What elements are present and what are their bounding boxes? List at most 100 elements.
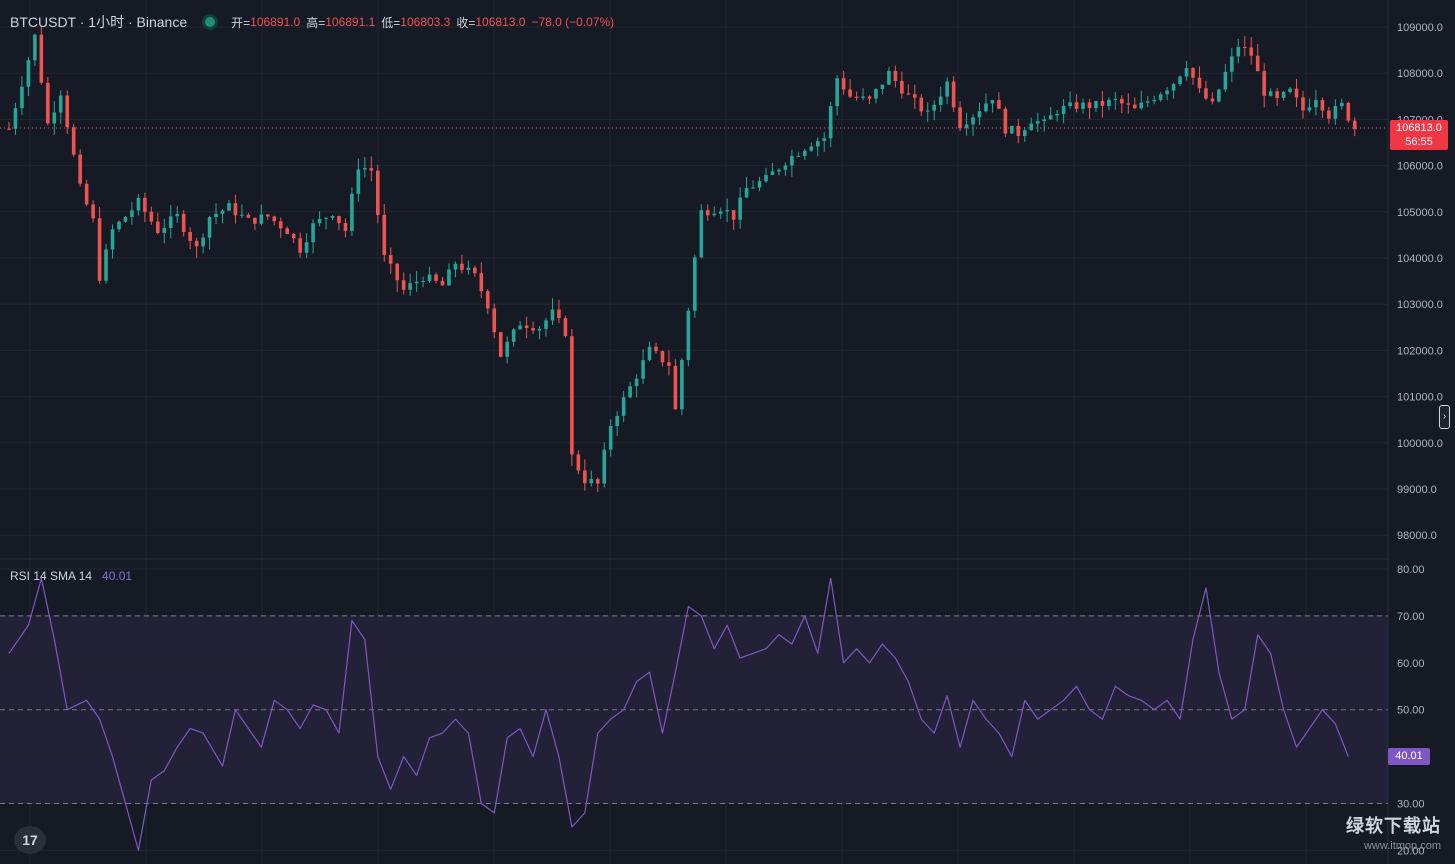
- candle-body: [1314, 100, 1318, 108]
- candle-body: [363, 167, 367, 170]
- candle-body: [65, 95, 70, 128]
- candle: [39, 26, 44, 85]
- candle-body: [214, 213, 218, 218]
- candle: [188, 227, 192, 250]
- candle: [1223, 63, 1228, 92]
- chevron-right-icon[interactable]: ›: [1439, 405, 1450, 429]
- price-tick-label: 103000.0: [1397, 299, 1443, 311]
- market-status-icon[interactable]: [205, 17, 216, 27]
- tradingview-logo-icon[interactable]: 17: [14, 826, 46, 854]
- candle: [207, 215, 212, 250]
- candle-body: [1249, 47, 1254, 56]
- candle-body: [1022, 130, 1027, 137]
- candle-body: [317, 218, 322, 224]
- candle-body: [615, 415, 619, 426]
- candle: [498, 331, 503, 358]
- rsi-title[interactable]: RSI 14 SMA 14: [10, 569, 93, 583]
- candle-body: [563, 318, 568, 337]
- candle: [1262, 63, 1266, 108]
- candle: [583, 459, 587, 491]
- candle-body: [796, 155, 801, 157]
- candle-body: [485, 291, 490, 309]
- candle: [537, 326, 542, 340]
- candle: [1294, 78, 1299, 108]
- candle: [557, 299, 561, 324]
- rsi-series[interactable]: [8, 577, 1349, 852]
- candle-body: [848, 89, 852, 97]
- change-value: −78.0 (−0.07%): [531, 15, 615, 29]
- candle: [1191, 67, 1195, 85]
- price-tick-label: 100000.0: [1397, 438, 1443, 450]
- candle-body: [447, 269, 451, 286]
- last-price-tag: 106813.0 56:55: [1390, 120, 1448, 150]
- candle-body: [1003, 108, 1008, 134]
- candle-body: [1126, 103, 1131, 105]
- price-tick-label: 104000.0: [1397, 253, 1443, 265]
- candle-body: [1352, 120, 1357, 130]
- candle: [395, 262, 399, 292]
- candle: [1281, 90, 1286, 101]
- candle: [984, 93, 988, 113]
- candle: [1094, 100, 1098, 112]
- candle-body: [925, 110, 930, 112]
- candle: [796, 151, 801, 158]
- candle-body: [162, 227, 167, 233]
- candle-body: [505, 341, 509, 357]
- watermark-title: 绿软下载站: [1346, 816, 1441, 836]
- candle: [887, 67, 891, 85]
- candle-body: [175, 213, 180, 217]
- candle: [479, 262, 484, 299]
- candle-body: [285, 228, 290, 234]
- candle: [1022, 127, 1027, 142]
- candle-body: [78, 154, 82, 184]
- candle: [233, 194, 238, 224]
- candle-body: [1074, 102, 1079, 109]
- candle-body: [544, 320, 548, 329]
- candle: [46, 76, 50, 126]
- candle-body: [1087, 102, 1092, 109]
- candles[interactable]: [7, 26, 1357, 493]
- candle-body: [958, 107, 962, 129]
- candle-body: [1184, 68, 1189, 77]
- candle-body: [104, 249, 108, 281]
- candle: [1249, 37, 1254, 65]
- candle-body: [220, 210, 225, 214]
- candle-body: [388, 255, 393, 264]
- rsi-value-tag: 40.01: [1388, 748, 1430, 765]
- price-tick-label: 98000.0: [1397, 530, 1437, 542]
- candle-body: [246, 214, 251, 218]
- candle: [388, 247, 393, 274]
- candle-body: [143, 197, 147, 212]
- candle-body: [356, 169, 361, 194]
- candle: [1087, 98, 1092, 120]
- candle-body: [272, 216, 277, 222]
- candle-body: [835, 78, 839, 107]
- candle-body: [744, 187, 749, 198]
- candle: [848, 79, 852, 98]
- candle-body: [945, 81, 949, 97]
- candle: [686, 307, 691, 367]
- candle: [1217, 88, 1221, 103]
- candle-body: [1255, 55, 1260, 72]
- candle: [757, 176, 762, 192]
- candle-body: [1165, 90, 1169, 95]
- candle: [65, 90, 70, 134]
- candle-body: [1230, 56, 1234, 72]
- candle: [997, 92, 1001, 109]
- candle: [1340, 98, 1344, 110]
- candle-body: [951, 81, 956, 108]
- candle: [266, 213, 270, 220]
- candle-body: [207, 217, 212, 238]
- symbol-title[interactable]: BTCUSDT · 1小时 · Binance: [10, 14, 188, 30]
- candle: [1352, 117, 1357, 137]
- candle-body: [233, 203, 238, 216]
- candle-body: [1120, 98, 1124, 104]
- candle-body: [634, 378, 639, 387]
- candle-body: [1139, 102, 1144, 109]
- candle: [693, 254, 697, 318]
- candle: [725, 198, 729, 222]
- candle: [1236, 39, 1241, 64]
- candle-body: [1268, 91, 1273, 96]
- candle-body: [343, 223, 348, 231]
